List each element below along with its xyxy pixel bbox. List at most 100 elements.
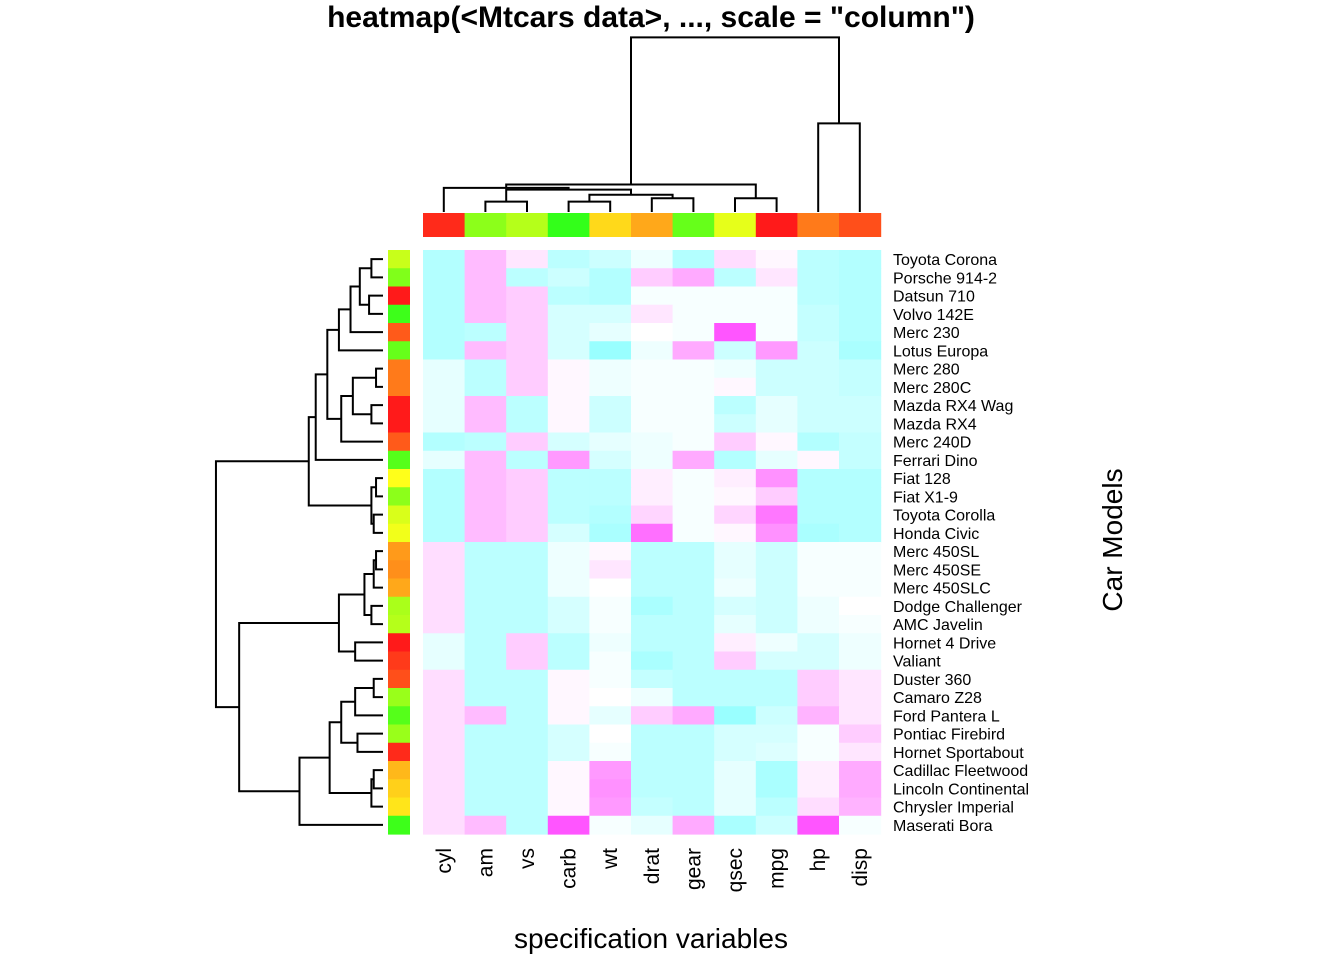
heatmap-cell <box>547 432 590 452</box>
heatmap-cell <box>797 286 840 306</box>
heatmap-cell <box>714 615 757 634</box>
heatmap-cell <box>631 414 674 434</box>
heatmap-cell <box>839 815 882 835</box>
dendrogram-branch <box>354 641 383 662</box>
heatmap-cell <box>464 560 507 580</box>
heatmap-cell <box>672 268 715 288</box>
heatmap-cell <box>423 669 466 689</box>
heatmap-cell <box>755 469 798 488</box>
row-color-bar <box>388 286 410 306</box>
heatmap-cell <box>631 450 674 470</box>
heatmap-cell <box>589 286 632 306</box>
heatmap-cell <box>547 323 590 342</box>
heatmap-cell <box>547 542 590 561</box>
heatmap-cell <box>547 523 590 543</box>
column-label: cyl <box>433 848 456 874</box>
heatmap-cell <box>506 761 549 780</box>
heatmap-cell <box>755 706 798 726</box>
x-axis-label: specification variables <box>514 923 788 954</box>
heatmap-cell <box>631 396 674 415</box>
heatmap-cell <box>423 724 466 744</box>
row-color-bar <box>388 323 410 342</box>
heatmap-cell <box>631 523 674 543</box>
heatmap-cell <box>672 414 715 434</box>
heatmap-cell <box>464 250 507 269</box>
heatmap-cell <box>839 797 882 817</box>
heatmap-cell <box>423 523 466 543</box>
column-color-bar <box>631 213 674 237</box>
heatmap-cell <box>589 450 632 470</box>
heatmap-cell <box>755 688 798 707</box>
heatmap-cell <box>755 450 798 470</box>
heatmap-cell <box>631 487 674 507</box>
dendrogram-branch <box>370 404 383 425</box>
row-label: Chrysler Imperial <box>893 800 1014 817</box>
heatmap-cell <box>839 633 882 653</box>
heatmap-cell <box>755 615 798 634</box>
heatmap-cell <box>839 779 882 799</box>
dendrogram-branch <box>337 308 383 352</box>
heatmap-cell <box>423 578 466 598</box>
row-color-bar <box>388 268 410 288</box>
heatmap-cell <box>464 815 507 835</box>
row-color-bar <box>388 706 410 726</box>
heatmap-cell <box>755 669 798 689</box>
heatmap-cell <box>755 761 798 780</box>
dendrogram-branch <box>372 769 383 790</box>
heatmap-cell <box>714 487 757 507</box>
row-color-bar <box>388 304 410 324</box>
dendrogram-branch <box>734 197 778 212</box>
heatmap-cell <box>839 432 882 452</box>
heatmap-cell <box>672 487 715 507</box>
heatmap-cell <box>506 615 549 634</box>
heatmap-cell <box>714 706 757 726</box>
row-color-bar <box>388 797 410 817</box>
heatmap-cell <box>506 414 549 434</box>
row-label: Pontiac Firebird <box>893 727 1005 744</box>
heatmap-cell <box>672 797 715 817</box>
heatmap-cell <box>672 742 715 762</box>
heatmap-cell <box>839 304 882 324</box>
row-dendrogram <box>214 258 383 826</box>
heatmap-cell <box>797 688 840 707</box>
heatmap-cell <box>506 341 549 361</box>
heatmap-cell <box>423 688 466 707</box>
dendrogram-branch <box>375 367 383 388</box>
row-label: Valiant <box>893 654 941 671</box>
heatmap-cell <box>797 359 840 379</box>
heatmap-cell <box>714 432 757 452</box>
heatmap-cell <box>631 651 674 671</box>
heatmap-cell <box>797 815 840 835</box>
heatmap-cell <box>506 688 549 707</box>
heatmap-cell <box>839 414 882 434</box>
row-color-bar <box>388 542 410 561</box>
heatmap-cell <box>423 268 466 288</box>
heatmap-cell <box>423 323 466 342</box>
heatmap-cell <box>423 469 466 488</box>
dendrogram-branch <box>351 376 377 416</box>
heatmap-cell <box>631 633 674 653</box>
heatmap-cell <box>547 505 590 525</box>
heatmap-cell <box>506 450 549 470</box>
heatmap-cell <box>797 487 840 507</box>
dendrogram-branch <box>238 621 339 793</box>
heatmap-cell <box>589 304 632 324</box>
column-color-bar <box>464 213 507 237</box>
heatmap-cell <box>589 323 632 342</box>
heatmap-cell <box>714 742 757 762</box>
heatmap-cell <box>464 669 507 689</box>
heatmap-cell <box>672 779 715 799</box>
heatmap-cell <box>589 596 632 616</box>
heatmap-cell <box>506 250 549 269</box>
heatmap-cell <box>464 633 507 653</box>
column-side-colors <box>423 213 882 237</box>
row-label: Ferrari Dino <box>893 453 978 470</box>
heatmap-cell <box>631 286 674 306</box>
heatmap-cell <box>755 268 798 288</box>
row-side-colors <box>388 250 410 835</box>
heatmap-cell <box>423 450 466 470</box>
heatmap-cell <box>506 359 549 379</box>
column-color-bar <box>755 213 798 237</box>
heatmap-cell <box>631 304 674 324</box>
heatmap-cell <box>797 377 840 397</box>
